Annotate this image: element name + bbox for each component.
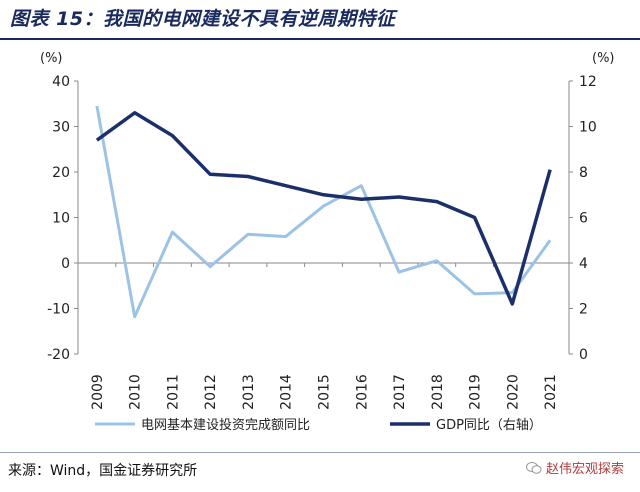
- series-line-grid-investment: [95, 105, 552, 319]
- x-tick-label: 2018: [430, 374, 446, 410]
- left-tick-label: 20: [52, 165, 70, 181]
- source-divider: [0, 452, 640, 453]
- x-tick-label: 2021: [543, 374, 559, 410]
- title-divider: [0, 38, 640, 40]
- left-tick-label: -10: [47, 302, 70, 318]
- x-tick-label: 2016: [354, 374, 370, 410]
- series-line-gdp: [95, 111, 552, 306]
- legend-label: 电网基本建设投资完成额同比: [141, 417, 310, 433]
- legend: 电网基本建设投资完成额同比 GDP同比（右轴）: [95, 417, 542, 433]
- right-tick-label: 2: [579, 302, 588, 318]
- x-tick-label: 2012: [203, 374, 219, 410]
- left-tick-label: 0: [61, 256, 70, 272]
- x-tick-label: 2019: [468, 374, 484, 410]
- x-tick-label: 2011: [165, 374, 181, 410]
- source-note: 来源：Wind，国金证券研究所: [8, 463, 198, 479]
- right-tick-label: 6: [579, 211, 588, 227]
- x-tick-label: 2015: [317, 374, 333, 410]
- watermark: 赵伟宏观探索: [525, 458, 624, 477]
- right-unit-label: (%): [592, 51, 615, 66]
- right-tick-label: 0: [579, 347, 588, 363]
- x-tick-label: 2017: [392, 374, 408, 410]
- left-tick-label: 10: [52, 211, 70, 227]
- x-tick-label: 2009: [90, 374, 106, 410]
- legend-label: GDP同比（右轴）: [436, 418, 542, 433]
- chart-title: 图表 15：我国的电网建设不具有逆周期特征: [10, 8, 396, 30]
- right-tick-label: 10: [579, 120, 597, 136]
- watermark-text: 赵伟宏观探索: [545, 462, 624, 477]
- right-tick-label: 8: [579, 165, 588, 181]
- left-unit-label: (%): [40, 51, 63, 66]
- wechat-icon: [525, 461, 542, 474]
- left-tick-label: 40: [52, 74, 70, 90]
- left-tick-label: 30: [52, 120, 70, 136]
- series-lines: [95, 105, 552, 319]
- x-tick-label: 2010: [128, 374, 144, 410]
- left-tick-label: -20: [47, 347, 70, 363]
- x-tick-label: 2014: [279, 374, 295, 410]
- x-tick-label: 2020: [505, 374, 521, 410]
- right-tick-label: 4: [579, 256, 588, 272]
- right-tick-label: 12: [579, 74, 597, 90]
- x-tick-label: 2013: [241, 374, 257, 410]
